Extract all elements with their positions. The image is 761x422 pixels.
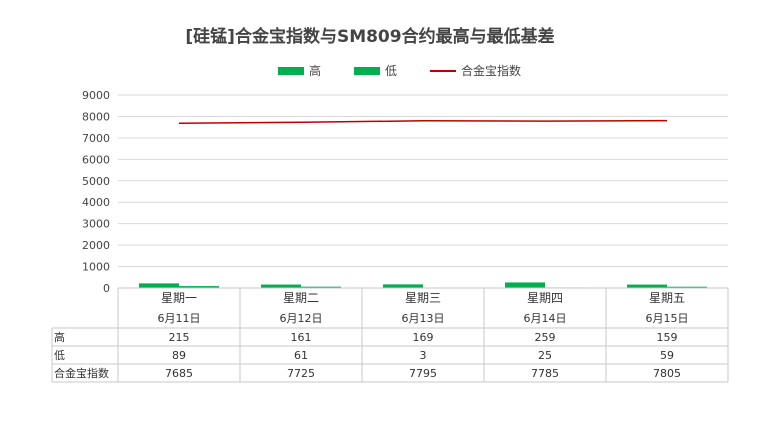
x-category-label: 星期三 bbox=[405, 291, 441, 305]
legend-item-high: 高 bbox=[278, 62, 321, 79]
x-date-label: 6月14日 bbox=[524, 312, 567, 325]
y-tick-label: 3000 bbox=[82, 218, 110, 231]
index-line-path bbox=[178, 119, 668, 124]
legend-swatch-low bbox=[354, 66, 380, 75]
y-tick-label: 6000 bbox=[82, 153, 110, 166]
legend: 高 低 合金宝指数 bbox=[0, 62, 761, 82]
x-category-label: 星期二 bbox=[283, 291, 319, 305]
table-cell: 259 bbox=[535, 331, 556, 344]
legend-label-index: 合金宝指数 bbox=[461, 64, 522, 78]
y-tick-label: 4000 bbox=[82, 196, 110, 209]
legend-item-low: 低 bbox=[354, 62, 397, 79]
index-line bbox=[178, 119, 668, 124]
y-tick-label: 5000 bbox=[82, 175, 110, 188]
legend-label-low: 低 bbox=[385, 64, 398, 78]
bar-low bbox=[667, 286, 707, 288]
table-row-label: 低 bbox=[54, 349, 65, 362]
y-tick-label: 9000 bbox=[82, 89, 110, 102]
x-category-label: 星期四 bbox=[527, 291, 563, 305]
table-row-label: 合金宝指数 bbox=[54, 366, 109, 380]
legend-label-high: 高 bbox=[309, 64, 322, 78]
table-cell: 7785 bbox=[531, 367, 559, 380]
gridlines bbox=[118, 94, 728, 289]
bar-high bbox=[627, 284, 667, 288]
y-tick-label: 2000 bbox=[82, 239, 110, 252]
x-date-label: 6月11日 bbox=[158, 312, 201, 325]
table-cell: 169 bbox=[413, 331, 434, 344]
x-category-label: 星期五 bbox=[649, 291, 685, 305]
x-date-label: 6月15日 bbox=[646, 312, 689, 325]
legend-item-index: 合金宝指数 bbox=[430, 62, 521, 79]
table-cell: 215 bbox=[169, 331, 190, 344]
table-cell: 7805 bbox=[653, 367, 681, 380]
table-cell: 25 bbox=[538, 349, 552, 362]
bar-high bbox=[383, 284, 423, 288]
table-cell: 161 bbox=[291, 331, 312, 344]
x-category-label: 星期一 bbox=[161, 291, 197, 305]
chart-title: [硅锰]合金宝指数与SM809合约最高与最低基差 bbox=[185, 27, 555, 47]
table-cell: 7685 bbox=[165, 367, 193, 380]
y-tick-label: 7000 bbox=[82, 132, 110, 145]
x-date-label: 6月12日 bbox=[280, 312, 323, 325]
bar-high bbox=[505, 282, 545, 288]
legend-swatch-high bbox=[278, 66, 304, 75]
bar-high bbox=[261, 284, 301, 288]
table-cell: 159 bbox=[657, 331, 678, 344]
bar-low bbox=[301, 286, 341, 288]
bar-high bbox=[139, 283, 179, 288]
table-cell: 3 bbox=[420, 349, 427, 362]
y-tick-label: 8000 bbox=[82, 110, 110, 123]
legend-swatch-index bbox=[430, 69, 456, 72]
x-date-label: 6月13日 bbox=[402, 312, 445, 325]
data-table: 星期一 6月11日 星期二 6月12日 星期三 6月13日 星期四 6月14日 星期五 6月15日… bbox=[51, 287, 729, 383]
bar-low bbox=[179, 286, 219, 288]
table-cell: 7795 bbox=[409, 367, 437, 380]
table-cell: 89 bbox=[172, 349, 186, 362]
table-row-label: 高 bbox=[54, 330, 65, 344]
y-tick-label: 0 bbox=[103, 282, 110, 295]
table-cell: 7725 bbox=[287, 367, 315, 380]
y-axis: 0 1000 2000 3000 4000 5000 6000 7000 8000 9000 bbox=[82, 89, 110, 295]
y-tick-label: 1000 bbox=[82, 261, 110, 274]
table-cell: 61 bbox=[294, 349, 308, 362]
table-cell: 59 bbox=[660, 349, 674, 362]
